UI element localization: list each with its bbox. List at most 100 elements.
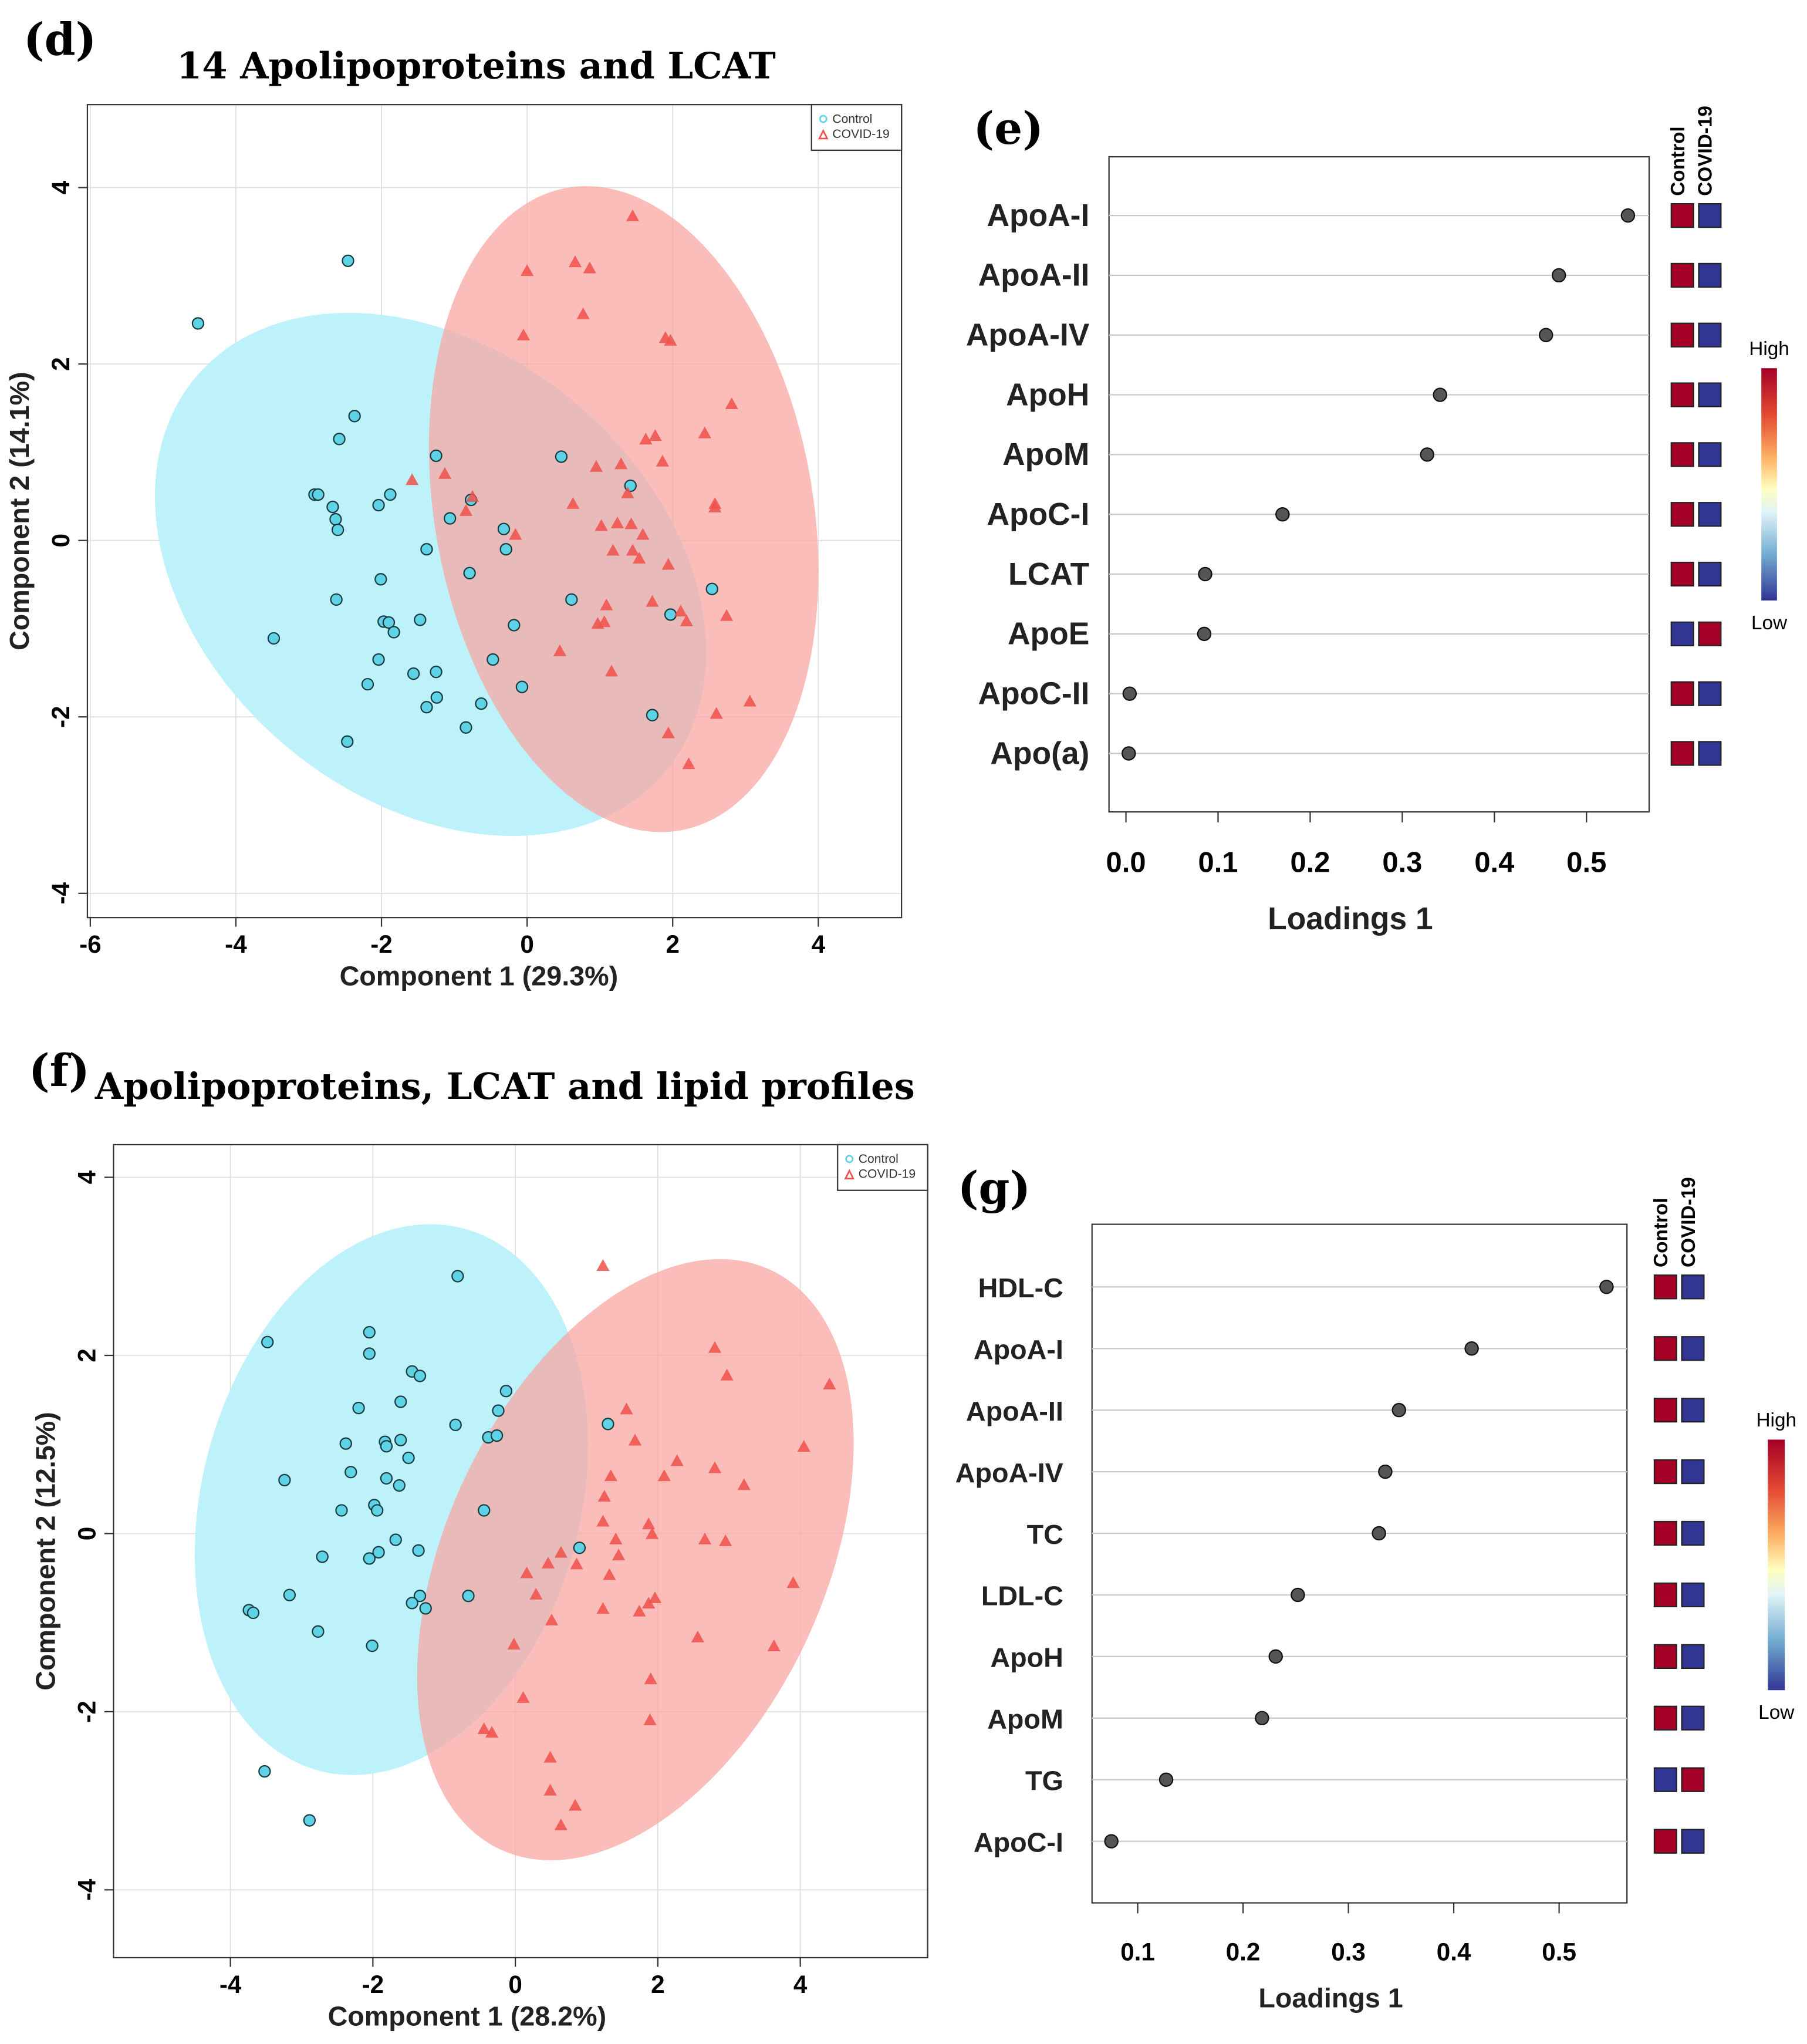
data-point-control <box>389 1533 402 1546</box>
data-point-covid <box>691 1630 704 1642</box>
heatmap-cell-covid-19 <box>1681 1459 1705 1485</box>
variable-label: Apo(a) <box>990 736 1089 771</box>
heatmap-cell-covid-19 <box>1681 1644 1705 1669</box>
legend-entry: COVID-19 <box>859 1168 916 1181</box>
data-point-covid <box>682 757 695 770</box>
data-point-covid <box>664 333 677 346</box>
data-point-control <box>430 665 443 679</box>
data-point-covid <box>620 1402 633 1415</box>
heatmap-cell-covid-19 <box>1681 1520 1705 1546</box>
loading-dot <box>1539 328 1553 342</box>
variable-label: ApoA-IV <box>966 318 1090 353</box>
data-point-control <box>246 1606 260 1620</box>
data-point-control <box>449 1418 462 1432</box>
tick-label-x: 0.5 <box>1542 1938 1576 1965</box>
loading-dot <box>1255 1711 1269 1726</box>
tick-label-x: 0.5 <box>1566 846 1606 878</box>
tick-label-x: 4 <box>812 930 826 958</box>
data-point-control <box>326 500 339 514</box>
data-point-covid <box>614 457 628 470</box>
tick-label-x: 0.1 <box>1120 1938 1155 1965</box>
data-point-covid <box>626 544 640 556</box>
data-point-covid <box>576 307 590 319</box>
data-point-control <box>372 1546 385 1559</box>
data-point-control <box>565 593 578 606</box>
data-point-covid <box>624 517 638 529</box>
plot-frame <box>86 104 903 919</box>
data-point-covid <box>636 528 650 540</box>
tick-label-x: 0.3 <box>1382 846 1422 878</box>
data-point-control <box>382 616 396 629</box>
legend-box <box>837 1144 928 1191</box>
data-point-control <box>312 1625 325 1638</box>
data-point-control <box>366 1639 379 1652</box>
data-point-covid <box>545 1613 559 1625</box>
data-point-control <box>462 1589 475 1603</box>
colorbar-high-label: High <box>1756 1409 1796 1431</box>
legend-triangle-icon <box>818 129 829 140</box>
data-point-covid <box>708 1461 722 1473</box>
data-point-covid <box>661 558 675 570</box>
variable-label: HDL-C <box>978 1273 1063 1303</box>
data-point-control <box>283 1588 296 1601</box>
heatmap-cell-control <box>1670 621 1694 646</box>
data-point-covid <box>543 1783 557 1796</box>
variable-label: TG <box>1025 1766 1063 1796</box>
legend-entry: Control <box>859 1152 899 1166</box>
heatmap-cell-control <box>1653 1705 1677 1731</box>
loading-dot <box>1268 1649 1283 1664</box>
data-point-covid <box>633 1604 646 1617</box>
heatmap-cell-covid-19 <box>1698 382 1722 407</box>
data-point-covid <box>596 1259 610 1271</box>
data-point-control <box>344 1466 357 1479</box>
data-point-covid <box>621 486 634 498</box>
heatmap-cell-covid-19 <box>1681 1336 1705 1361</box>
data-point-control <box>413 1589 427 1603</box>
heatmap-cell-covid-19 <box>1698 262 1722 288</box>
plot-frame <box>113 1144 928 1959</box>
tick-label-y: 4 <box>73 1170 100 1184</box>
tick-label-y: -4 <box>47 882 75 905</box>
data-point-control <box>664 608 677 621</box>
variable-label: ApoA-I <box>987 198 1089 233</box>
heatmap-column-label: Control <box>1650 1198 1672 1267</box>
data-point-control <box>430 449 443 463</box>
x-axis-label: Loadings 1 <box>1258 1982 1403 2013</box>
heatmap-cell-covid-19 <box>1681 1705 1705 1731</box>
data-point-covid <box>609 1532 623 1544</box>
data-point-covid <box>477 1722 491 1735</box>
data-point-covid <box>589 460 603 472</box>
data-point-control <box>267 632 281 645</box>
tick-label-x: 0.2 <box>1226 1938 1261 1965</box>
heatmap-cell-covid-19 <box>1681 1274 1705 1300</box>
data-point-control <box>361 677 374 691</box>
heatmap-cell-control <box>1670 502 1694 527</box>
data-point-control <box>374 573 387 586</box>
data-point-control <box>258 1765 271 1778</box>
data-point-covid <box>646 1527 659 1539</box>
data-point-covid <box>583 261 596 274</box>
heatmap-cell-control <box>1653 1829 1677 1854</box>
data-point-control <box>261 1335 274 1348</box>
y-axis-label: Component 2 (14.1%) <box>4 372 35 650</box>
data-point-control <box>333 433 346 446</box>
variable-label: LDL-C <box>981 1581 1063 1611</box>
data-point-control <box>394 1395 407 1408</box>
heatmap-column-label: COVID-19 <box>1695 106 1717 196</box>
data-point-control <box>508 619 521 632</box>
legend-triangle-icon <box>844 1169 855 1180</box>
heatmap-cell-control <box>1653 1582 1677 1608</box>
variable-label: TC <box>1027 1519 1063 1550</box>
data-point-control <box>705 582 718 596</box>
data-point-covid <box>797 1440 810 1452</box>
confidence-ellipse-covid-19 <box>417 1259 854 1861</box>
tick-label-x: -4 <box>219 1971 242 1998</box>
data-point-control <box>475 697 488 710</box>
heatmap-cell-control <box>1653 1459 1677 1485</box>
heatmap-cell-covid-19 <box>1698 621 1722 646</box>
heatmap-cell-control <box>1653 1644 1677 1669</box>
tick-label-x: 4 <box>793 1971 808 1998</box>
variable-label: ApoA-II <box>978 258 1090 293</box>
variable-label: ApoH <box>990 1642 1063 1673</box>
